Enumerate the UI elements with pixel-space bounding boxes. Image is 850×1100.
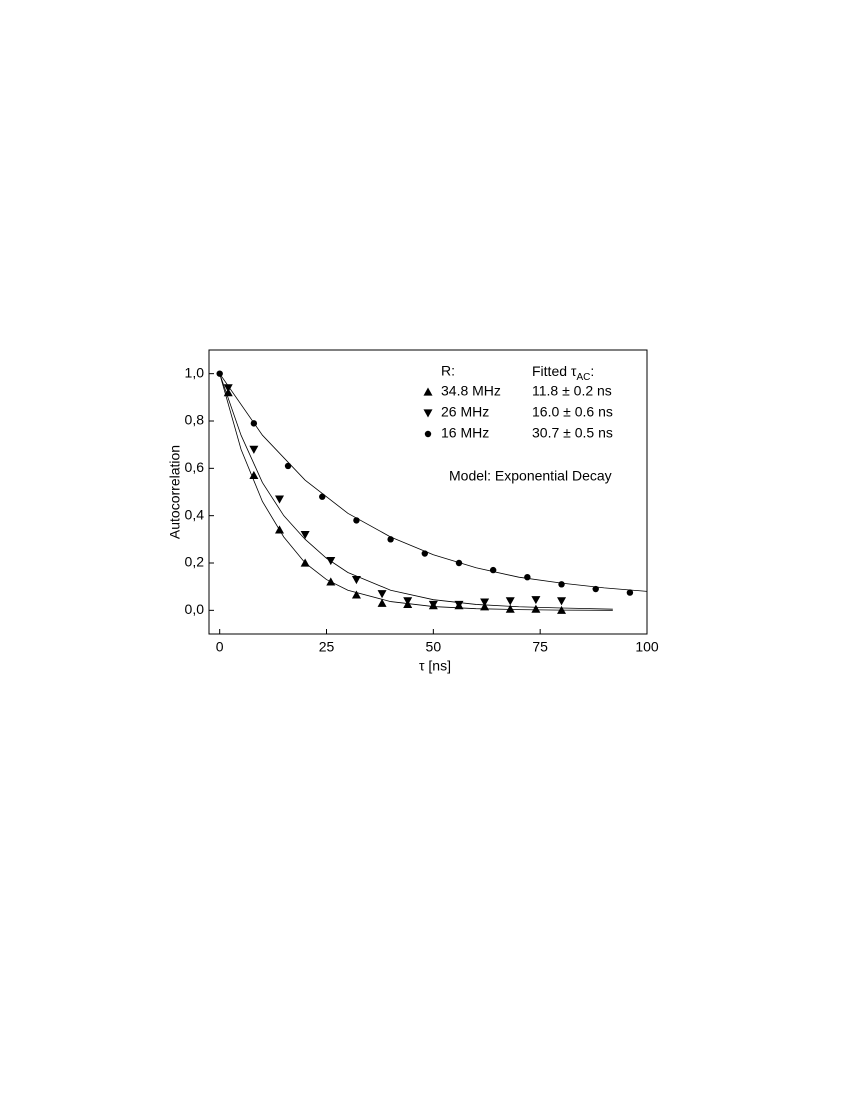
legend-fit: 16.0 ± 0.6 ns (532, 404, 613, 420)
y-axis-label: Autocorrelation (167, 445, 183, 539)
x-tick-label: 50 (426, 639, 442, 655)
data-point (592, 585, 599, 593)
data-point (403, 597, 413, 606)
data-point (300, 558, 310, 567)
data-point (351, 590, 361, 599)
y-tick-label: 0,6 (185, 459, 205, 475)
legend-label: 34.8 MHz (441, 383, 501, 399)
data-point (489, 566, 497, 574)
data-point (249, 445, 259, 454)
data-point (275, 495, 285, 504)
legend-header-fit-sub: AC (576, 372, 590, 383)
data-point (319, 493, 326, 500)
legend-marker (424, 430, 432, 438)
fit-line (219, 373, 613, 610)
data-point (216, 370, 223, 377)
legend-header-fit-end: : (590, 363, 594, 379)
data-point (250, 420, 258, 427)
data-point (557, 605, 567, 614)
data-point (531, 596, 541, 605)
data-point (353, 517, 360, 524)
data-point (454, 600, 464, 609)
legend-marker (423, 409, 433, 418)
y-tick-label: 0,0 (185, 601, 205, 617)
x-axis-label: τ [ns] (419, 658, 451, 674)
data-point (377, 598, 387, 607)
data-point (223, 384, 233, 393)
data-point (351, 575, 361, 585)
legend-header-fit-main: Fitted τ (532, 363, 577, 379)
data-point (326, 557, 336, 566)
y-tick-label: 0,2 (185, 554, 205, 570)
legend-header-rate: R: (441, 363, 455, 379)
legend-label: 16 MHz (441, 425, 489, 441)
data-point (505, 604, 515, 613)
y-tick-label: 0,4 (185, 506, 205, 522)
data-point (480, 598, 490, 607)
data-point (300, 531, 310, 540)
data-point (531, 604, 541, 613)
legend-marker (423, 387, 433, 396)
y-tick-label: 0,8 (185, 412, 205, 428)
data-point (428, 600, 438, 609)
x-tick-label: 0 (216, 639, 224, 655)
data-point (558, 581, 565, 588)
data-point (387, 536, 394, 543)
x-tick-label: 75 (532, 639, 548, 655)
x-tick-label: 100 (635, 639, 659, 655)
data-point (505, 597, 515, 606)
data-point (249, 470, 259, 480)
fit-line (219, 373, 613, 611)
data-point (455, 559, 463, 567)
y-tick-label: 1,0 (185, 364, 205, 380)
annotation: Model: Exponential Decay (449, 468, 612, 484)
data-point (557, 597, 567, 606)
data-point (421, 550, 428, 557)
plot-frame (208, 349, 648, 635)
legend-header-fit: Fitted τAC: (532, 363, 594, 383)
data-point (626, 589, 634, 596)
legend-label: 26 MHz (441, 404, 489, 420)
legend-fit: 30.7 ± 0.5 ns (532, 425, 613, 441)
data-point (284, 462, 292, 470)
legend-fit: 11.8 ± 0.2 ns (532, 383, 612, 399)
data-point (377, 590, 387, 599)
x-tick-label: 25 (319, 639, 335, 655)
data-point (326, 577, 336, 586)
data-point (275, 525, 285, 534)
data-point (524, 574, 531, 581)
